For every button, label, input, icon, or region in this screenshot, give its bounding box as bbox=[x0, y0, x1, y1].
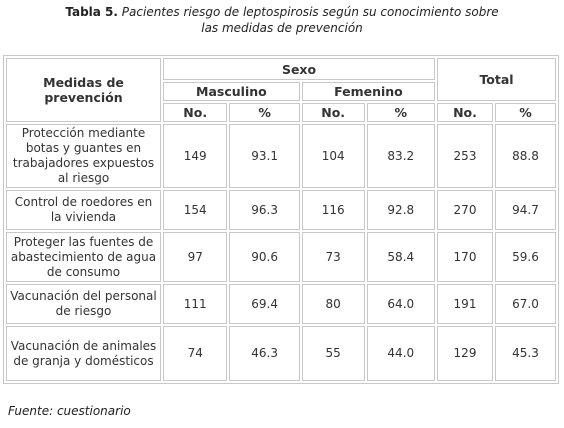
header-cell: Sexo bbox=[163, 58, 436, 80]
cell: 83.2 bbox=[366, 124, 436, 188]
cell: 170 bbox=[437, 232, 493, 282]
header-cell: Femenino bbox=[301, 82, 436, 101]
cell: 149 bbox=[163, 124, 228, 188]
cell: 129 bbox=[437, 326, 493, 381]
cell: 96.3 bbox=[229, 190, 300, 230]
caption-line: Pacientes riesgo de leptospirosis según … bbox=[121, 5, 499, 19]
table-row: Protección mediante botas y guantes en t… bbox=[6, 124, 556, 188]
data-table: Medidas de prevención Sexo Total Masculi… bbox=[3, 55, 559, 384]
cell: 74 bbox=[163, 326, 228, 381]
cell: 64.0 bbox=[366, 284, 436, 324]
row-label: Proteger las fuentes de abastecimiento d… bbox=[6, 232, 161, 282]
caption-line: las medidas de prevención bbox=[201, 21, 363, 35]
cell: 97 bbox=[163, 232, 228, 282]
header-cell: % bbox=[366, 103, 436, 122]
cell: 45.3 bbox=[494, 326, 556, 381]
header-cell: No. bbox=[301, 103, 365, 122]
caption-label: Tabla 5. bbox=[65, 5, 118, 19]
cell: 44.0 bbox=[366, 326, 436, 381]
source-note: Fuente: cuestionario bbox=[8, 404, 131, 418]
row-label: Vacunación de animales de granja y domés… bbox=[6, 326, 161, 381]
table-row: Vacunación de animales de granja y domés… bbox=[6, 326, 556, 381]
header-cell: No. bbox=[163, 103, 228, 122]
cell: 90.6 bbox=[229, 232, 300, 282]
header-cell: Medidas de prevención bbox=[6, 58, 161, 122]
cell: 154 bbox=[163, 190, 228, 230]
cell: 58.4 bbox=[366, 232, 436, 282]
cell: 73 bbox=[301, 232, 365, 282]
cell: 253 bbox=[437, 124, 493, 188]
caption: Tabla 5. Pacientes riesgo de leptospiros… bbox=[0, 4, 564, 36]
cell: 92.8 bbox=[366, 190, 436, 230]
cell: 191 bbox=[437, 284, 493, 324]
cell: 104 bbox=[301, 124, 365, 188]
cell: 80 bbox=[301, 284, 365, 324]
row-label: Control de roedores en la vivienda bbox=[6, 190, 161, 230]
cell: 93.1 bbox=[229, 124, 300, 188]
cell: 270 bbox=[437, 190, 493, 230]
header-cell: % bbox=[229, 103, 300, 122]
header-cell: Masculino bbox=[163, 82, 300, 101]
cell: 69.4 bbox=[229, 284, 300, 324]
cell: 111 bbox=[163, 284, 228, 324]
header-cell: No. bbox=[437, 103, 493, 122]
cell: 116 bbox=[301, 190, 365, 230]
cell: 46.3 bbox=[229, 326, 300, 381]
header-cell: Total bbox=[437, 58, 556, 101]
row-label: Protección mediante botas y guantes en t… bbox=[6, 124, 161, 188]
cell: 67.0 bbox=[494, 284, 556, 324]
cell: 94.7 bbox=[494, 190, 556, 230]
table-row: Control de roedores en la vivienda 154 96.… bbox=[6, 190, 556, 230]
header-cell: % bbox=[494, 103, 556, 122]
cell: 55 bbox=[301, 326, 365, 381]
row-label: Vacunación del personal de riesgo bbox=[6, 284, 161, 324]
cell: 59.6 bbox=[494, 232, 556, 282]
table-row: Vacunación del personal de riesgo 111 69.4… bbox=[6, 284, 556, 324]
table-row: Proteger las fuentes de abastecimiento d… bbox=[6, 232, 556, 282]
cell: 88.8 bbox=[494, 124, 556, 188]
